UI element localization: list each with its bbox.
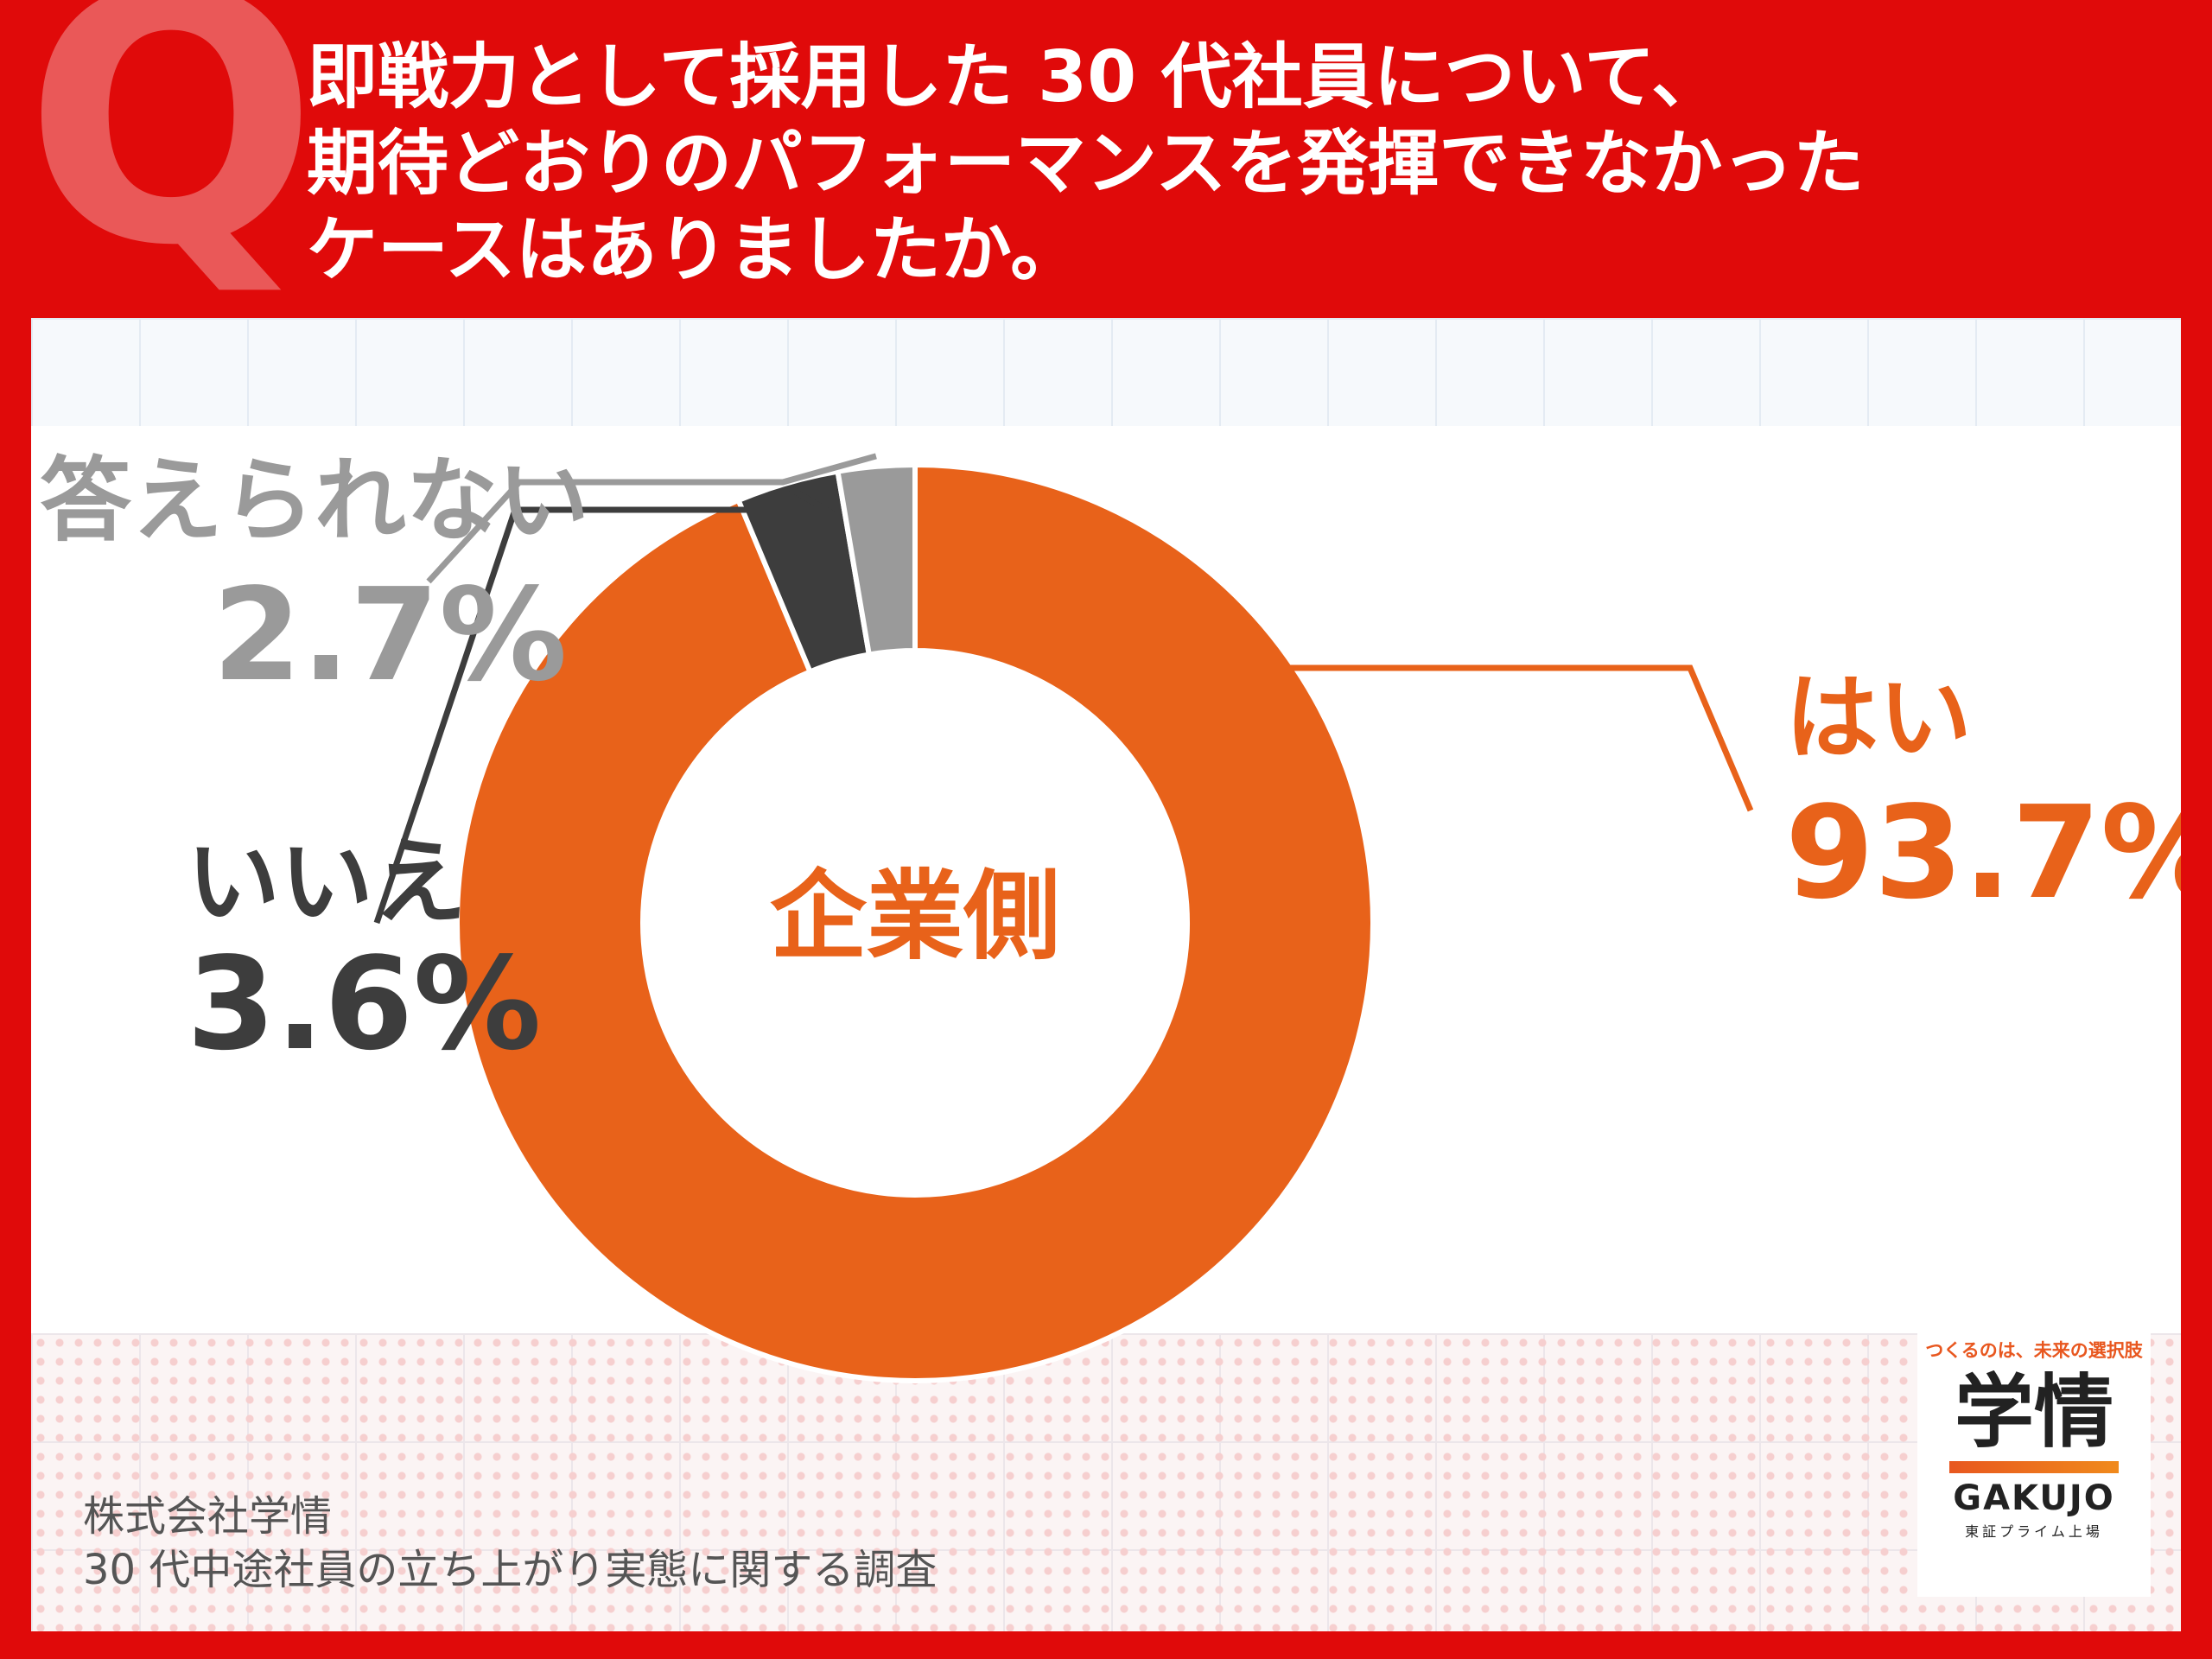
category-label-yes: はい: [1785, 664, 1972, 772]
leader-line-no: [373, 486, 837, 925]
title-line-3: ケースはありましたか。: [307, 209, 1082, 291]
q-mark: Q: [24, 0, 319, 321]
logo-tagline: つくるのは、未来の選択肢: [1925, 1340, 2143, 1361]
logo-name-en: GAKUJO: [1953, 1478, 2115, 1518]
leader-lines: [373, 453, 1754, 925]
chart-panel: 企業側 はい 93.7% いいえ 3.6% 答えられない 2.7% 株式会社学情…: [31, 318, 2181, 1631]
gakujo-logo: つくるのは、未来の選択肢 学情 GAKUJO 東証プライム上場: [1917, 1325, 2151, 1597]
donut-chart: 企業側 はい 93.7% いいえ 3.6% 答えられない 2.7%: [40, 448, 2181, 1383]
leader-line-yes: [1185, 664, 1754, 812]
logo-listing-note: 東証プライム上場: [1965, 1523, 2103, 1540]
leader-line-cannot-answer: [426, 453, 877, 584]
slice-yes: [454, 461, 1376, 1383]
donut-slices: [454, 461, 1376, 1383]
slice-cannot-answer: [835, 461, 918, 658]
logo-accent-bar: [1949, 1461, 2119, 1473]
dotted-background-bottom: [31, 1333, 2181, 1631]
value-label-no: 3.6%: [187, 930, 541, 1078]
category-label-cannot-answer: 答えられない: [40, 448, 589, 554]
logo-name: 学情: [1954, 1366, 2113, 1459]
source-note: 株式会社学情 30 代中途社員の立ち上がり実態に関する調査: [83, 1490, 937, 1597]
grid-background-top: [31, 318, 2181, 426]
value-label-yes: 93.7%: [1785, 779, 2181, 927]
donut-center-label: 企業側: [770, 861, 1060, 973]
value-label-cannot-answer: 2.7%: [213, 561, 567, 709]
category-label-no: いいえ: [187, 829, 467, 937]
source-survey: 30 代中途社員の立ち上がり実態に関する調査: [83, 1546, 938, 1594]
source-company: 株式会社学情: [83, 1492, 333, 1541]
title-line-1: 即戦力として採用した 30 代社員について、: [307, 36, 1723, 118]
title-line-2: 期待どおりのパフォーマンスを発揮できなかった: [307, 123, 1865, 205]
question-title: 即戦力として採用した 30 代社員について、 期待どおりのパフォーマンスを発揮で…: [307, 35, 2190, 294]
